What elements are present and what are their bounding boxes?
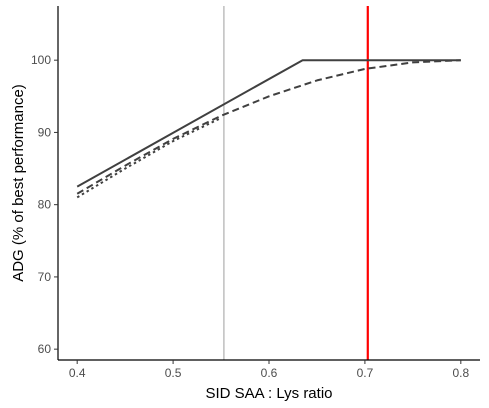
x-axis-title: SID SAA : Lys ratio — [206, 385, 333, 402]
series-line-solid — [76, 59, 461, 188]
x-tick-label: 0.7 — [357, 366, 374, 380]
y-tick-label: 90 — [38, 125, 52, 139]
x-tick-label: 0.4 — [69, 366, 86, 380]
series-line-dotted — [76, 117, 222, 199]
series-line-dashed — [76, 59, 461, 195]
x-tick-label: 0.5 — [165, 366, 182, 380]
y-tick-label: 100 — [31, 53, 51, 67]
x-tick-label: 0.8 — [452, 366, 469, 380]
y-tick-label: 60 — [38, 342, 52, 356]
y-tick-label: 70 — [38, 270, 52, 284]
y-tick-label: 80 — [38, 198, 52, 212]
x-tick-label: 0.6 — [261, 366, 278, 380]
y-axis-title: ADG (% of best performance) — [10, 84, 27, 282]
